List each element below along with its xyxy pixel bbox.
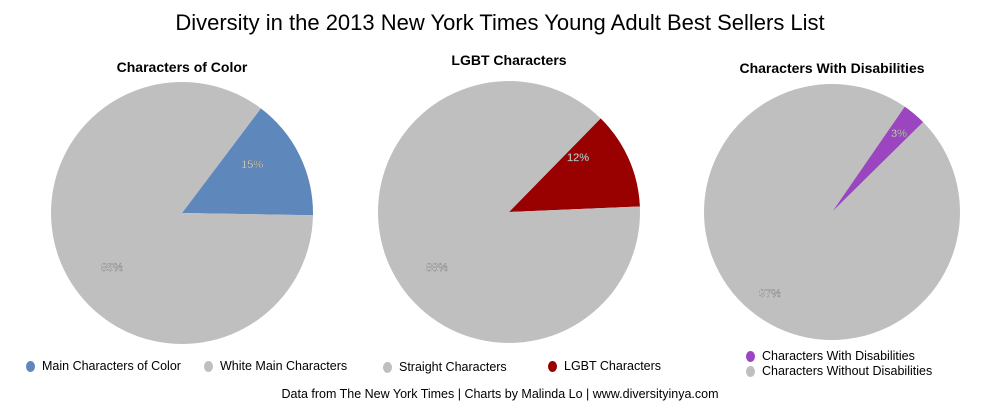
legend-swatch [26,360,35,372]
legend-swatch [746,365,755,377]
pie-slice [509,118,640,212]
chart-title-lgbt: LGBT Characters [451,52,567,68]
legend-swatch [383,361,392,373]
pie-slice [832,106,924,212]
legend-item: Straight Characters [383,360,507,374]
chart-title-color: Characters of Color [116,59,248,75]
legend-swatch [746,350,755,362]
legend-label: LGBT Characters [564,359,662,373]
legend-swatch [204,360,213,372]
footer-credits: Data from The New York Times | Charts by… [281,387,719,401]
legend-label: Main Characters of Color [42,359,181,373]
slice-percent-label: 12% [567,152,589,164]
legend-label: Characters Without Disabilities [762,364,933,378]
pie-slice [51,81,313,344]
legend-item: Characters Without Disabilities [746,364,932,378]
pie-slice [182,108,313,216]
pie-slice [377,81,640,343]
slice-percent-label: 15% [241,159,263,171]
main-title: Diversity in the 2013 New York Times You… [175,10,825,35]
legend-item: LGBT Characters [548,359,661,373]
slice-percent-label: 88% [426,262,448,274]
legend-label: Characters With Disabilities [762,349,915,363]
legend-label: White Main Characters [220,359,348,373]
slice-percent-label: 85% [101,262,123,274]
slice-percent-label: 97% [759,288,781,300]
legend-item: Main Characters of Color [26,359,181,373]
chart-title-disabilities: Characters With Disabilities [739,60,925,76]
legend-item: White Main Characters [204,359,347,373]
legend-item: Characters With Disabilities [746,349,915,363]
legend-label: Straight Characters [399,360,507,374]
slice-percent-label: 3% [891,128,907,140]
pie-slice [703,83,960,340]
legend-swatch [548,360,557,372]
